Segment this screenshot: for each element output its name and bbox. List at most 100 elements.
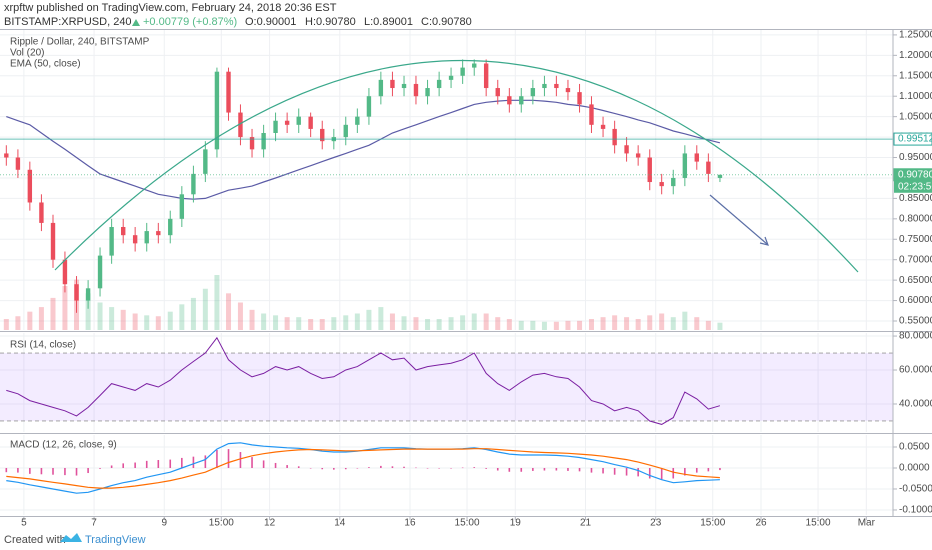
volume-bar [635,319,641,330]
x-tick-label: 19 [510,518,522,529]
volume-bar [343,315,349,330]
histogram-bar [122,463,125,468]
y-tick-label: 0.80000 [899,213,932,224]
x-tick-label: 14 [334,518,346,529]
y-tick-label: 0.60000 [899,295,932,306]
candle-body [261,132,266,150]
ohlc-high: H:0.90780 [305,16,356,28]
histogram-bar [110,465,113,468]
histogram-bar [473,467,476,468]
ema-legend: EMA (50, close) [10,59,81,70]
histogram-bar [543,467,546,471]
histogram-bar [555,467,558,471]
histogram-bar [613,467,616,475]
histogram-bar [403,466,405,468]
histogram-bar [286,465,288,468]
histogram-bar [508,467,511,472]
volume-bar [284,317,290,330]
candle-body [62,259,68,285]
histogram-bar [297,466,300,468]
y-tick-label: 0.0500 [899,442,930,453]
histogram-bar [239,452,242,468]
histogram-bar [637,467,639,477]
y-tick-label: 0.75000 [899,234,932,245]
volume-bar [296,317,302,330]
axes-layer: 0.55000 0.60000 0.65000 0.70000 0.75000 0.800… [0,29,932,529]
volume-bar [483,313,489,330]
x-tick-label: 15:00 [806,518,831,529]
y-tick-label: 1.25000 [899,30,932,41]
candle-body [121,227,126,236]
volume-bar [530,320,536,330]
pane-title: Ripple / Dollar, 240, BITSTAMP [10,37,150,48]
y-tick-label: 40.0000 [899,399,932,410]
volume-bar [694,317,700,330]
candle-body [97,255,103,289]
histogram-bar [145,460,148,468]
histogram-bar [520,467,523,472]
histogram-bar [75,467,78,476]
candle-body [366,96,372,117]
volume-bar [214,275,220,330]
histogram-bar [426,467,429,469]
arrow-drawing [709,194,768,245]
x-tick-label: 23 [650,518,662,529]
candle-body [624,145,629,154]
volume-bar [401,316,407,330]
y-tick-label: 1.20000 [899,50,932,61]
candle-body [507,96,512,105]
candle-body [495,88,500,97]
arc-drawing [54,60,859,273]
histogram-bar [169,459,172,468]
volume-bar [588,319,594,330]
volume-legend: Vol (20) [10,48,44,59]
volume-bar [460,315,466,330]
candle-body [425,88,430,97]
x-tick-label: 7 [91,518,97,529]
volume-bar [308,319,314,330]
x-tick-label: 15:00 [700,518,725,529]
candle-body [542,83,547,89]
price-label: 0.99512 [898,134,932,145]
histogram-bar [274,462,277,468]
histogram-bar [438,467,440,469]
histogram-bar [567,467,569,471]
candle-body [694,153,699,162]
histogram-bar [602,467,604,474]
y-tick-label: 0.65000 [899,275,932,286]
volume-bar [495,317,501,330]
published-line: xrpftw published on TradingView.com, Feb… [4,2,337,14]
histogram-bar [5,467,8,473]
y-tick-label: 0.0000 [899,463,930,474]
volume-bar [249,309,255,330]
volume-bar [413,317,419,330]
marks-layer [0,59,893,494]
candle-body [600,124,606,129]
histogram-bar [262,460,265,468]
candle-body [273,120,278,133]
candle-body [179,194,185,219]
candle-body [530,88,536,97]
candle-body [74,284,79,301]
histogram-bar [485,467,487,469]
candle-body [355,116,360,125]
volume-bar [506,319,512,330]
y-tick-label: 60.0000 [899,365,932,376]
histogram-bar [707,467,710,472]
histogram-bar [461,467,464,469]
ohlc-low: L:0.89001 [364,16,413,28]
price-label: 0.90780 [898,169,932,180]
volume-bar [202,288,208,330]
volume-bar [436,319,442,330]
histogram-bar [672,467,675,479]
histogram-bar [309,467,312,469]
x-tick-label: 9 [161,518,167,529]
candle-body [472,63,477,68]
logo [60,533,82,542]
candle-body [132,235,138,244]
candle-body [39,202,44,223]
histogram-bar [321,467,324,470]
volume-bar [144,315,150,330]
x-tick-label: 15:00 [455,518,480,529]
